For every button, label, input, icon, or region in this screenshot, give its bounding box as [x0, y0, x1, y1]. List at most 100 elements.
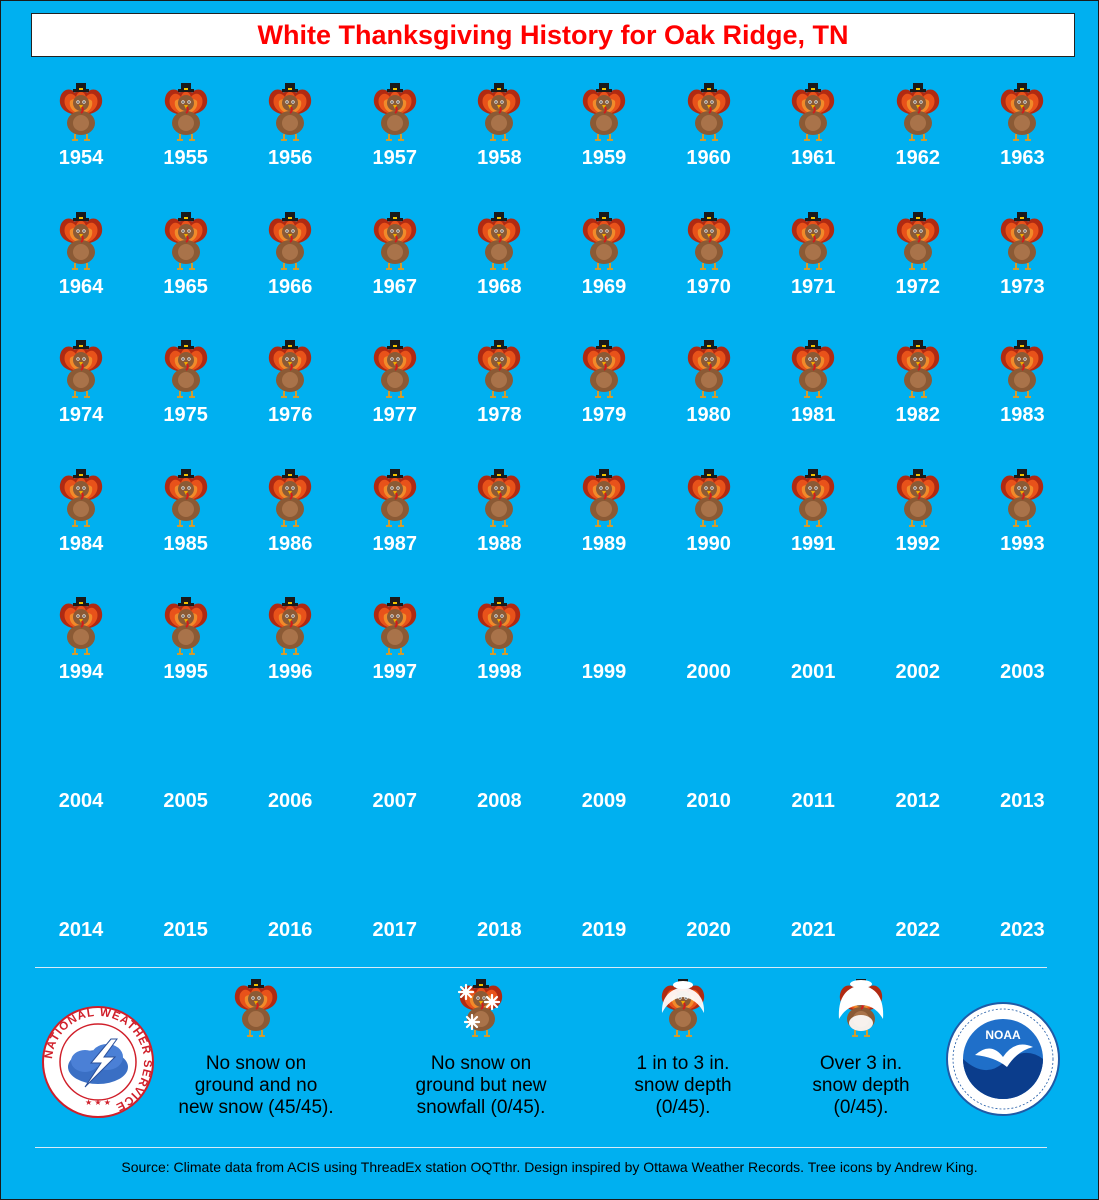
turkey-icon — [59, 468, 103, 527]
year-label: 2005 — [163, 790, 208, 812]
year-cell: 1988 — [447, 463, 551, 591]
year-cell: 1969 — [552, 206, 656, 334]
year-label: 1956 — [267, 147, 313, 169]
turkey-icon — [59, 340, 103, 399]
year-cell: 1985 — [134, 463, 238, 591]
year-cell: 1983 — [970, 334, 1074, 462]
legend-label-line: new snow (45/45). — [178, 1097, 334, 1118]
turkey-icon — [373, 211, 416, 270]
turkey-icon — [687, 468, 730, 527]
year-cell: 1997 — [343, 591, 447, 719]
year-cell: 2005 — [134, 720, 238, 848]
year-cell: 1956 — [238, 77, 342, 205]
legend-label-line: 1 in to 3 in. — [636, 1053, 730, 1074]
year-label: 1964 — [58, 275, 104, 298]
year-label: 1994 — [58, 661, 104, 684]
turkey-icon — [59, 83, 103, 141]
year-cell: 1994 — [29, 591, 133, 719]
year-label: 2017 — [372, 918, 418, 941]
year-cell: 1968 — [447, 206, 551, 334]
year-cell: 2015 — [134, 849, 238, 977]
year-label: 1990 — [686, 532, 731, 555]
turkey-icon — [896, 468, 939, 527]
year-cell: 1967 — [343, 206, 447, 334]
year-label: 1966 — [267, 275, 313, 298]
year-cell: 2010 — [657, 720, 761, 848]
year-label: 1999 — [581, 661, 627, 684]
year-cell: 1996 — [238, 591, 342, 719]
year-label: 1993 — [1000, 532, 1045, 555]
turkey-icon — [687, 211, 730, 270]
year-label: 2004 — [58, 790, 104, 812]
turkey-icon — [59, 211, 103, 270]
year-label: 1958 — [477, 147, 522, 169]
year-label: 2010 — [686, 790, 731, 812]
year-label: 1991 — [790, 532, 836, 555]
turkey-heavy-snow-icon — [838, 979, 884, 1037]
year-cell: 1979 — [552, 334, 656, 462]
year-label: 1984 — [58, 532, 104, 555]
year-label: 1978 — [477, 404, 522, 427]
year-label: 2018 — [477, 918, 522, 941]
year-cell: 1995 — [134, 591, 238, 719]
turkey-icon — [1001, 83, 1044, 141]
turkey-icon — [896, 83, 939, 141]
year-label: 1986 — [267, 532, 313, 555]
year-label: 1975 — [163, 404, 208, 427]
year-cell: 1986 — [238, 463, 342, 591]
divider-top — [35, 967, 1047, 968]
year-cell: 2018 — [447, 849, 551, 977]
year-label: 2008 — [477, 790, 522, 812]
legend-label-line: snow depth — [812, 1075, 910, 1096]
year-cell: 1972 — [866, 206, 970, 334]
legend-label-line: ground and no — [194, 1075, 318, 1096]
year-label: 1981 — [790, 404, 836, 427]
legend-label-line: ground but new — [415, 1075, 547, 1096]
year-cell: 1975 — [134, 334, 238, 462]
year-grid: 1954 1955 1956 1957 1958 1959 1960 1961 1962 1963… — [1, 1, 1098, 961]
year-cell: 2001 — [761, 591, 865, 719]
year-cell: 1980 — [657, 334, 761, 462]
year-cell: 2017 — [343, 849, 447, 977]
year-label: 2011 — [791, 790, 835, 812]
year-label: 1973 — [1000, 275, 1045, 298]
year-label: 1954 — [58, 147, 104, 169]
year-label: 1995 — [163, 661, 208, 684]
turkey-icon — [164, 340, 207, 399]
year-cell: 1958 — [447, 77, 551, 205]
legend-item-no-snow: No snow on ground and no new snow (45/45… — [171, 979, 341, 1119]
year-label: 1989 — [581, 532, 627, 555]
year-label: 1983 — [1000, 404, 1045, 427]
turkey-icon — [687, 83, 730, 141]
year-label: 1982 — [895, 404, 941, 427]
turkey-icon — [792, 211, 835, 270]
year-cell: 2019 — [552, 849, 656, 977]
year-cell: 2007 — [343, 720, 447, 848]
year-label: 1970 — [686, 275, 731, 298]
year-label: 1998 — [477, 661, 522, 684]
nws-logo-icon: NATIONAL WEATHER SERVICE ★ ★ ★ — [41, 1005, 155, 1124]
year-cell: 2011 — [761, 720, 865, 848]
year-label: 1960 — [686, 147, 731, 169]
turkey-icon — [478, 340, 521, 399]
svg-text:★ ★ ★: ★ ★ ★ — [85, 1098, 111, 1107]
turkey-icon — [373, 340, 416, 399]
noaa-logo-text: NOAA — [985, 1028, 1021, 1042]
year-label: 2009 — [581, 790, 627, 812]
legend-item-heavy-snow: Over 3 in. snow depth (0/45). — [776, 979, 946, 1119]
year-cell: 1976 — [238, 334, 342, 462]
turkey-icon — [792, 468, 835, 527]
turkey-icon — [164, 597, 207, 656]
legend-label-line: No snow on — [430, 1053, 532, 1074]
turkey-icon — [373, 597, 416, 656]
year-cell: 1964 — [29, 206, 133, 334]
year-cell: 2006 — [238, 720, 342, 848]
year-label: 1972 — [895, 275, 941, 298]
year-label: 1979 — [581, 404, 627, 427]
year-label: 1997 — [372, 661, 418, 684]
turkey-icon — [478, 211, 521, 270]
year-cell: 1990 — [657, 463, 761, 591]
year-label: 1959 — [581, 147, 627, 169]
year-cell: 2008 — [447, 720, 551, 848]
